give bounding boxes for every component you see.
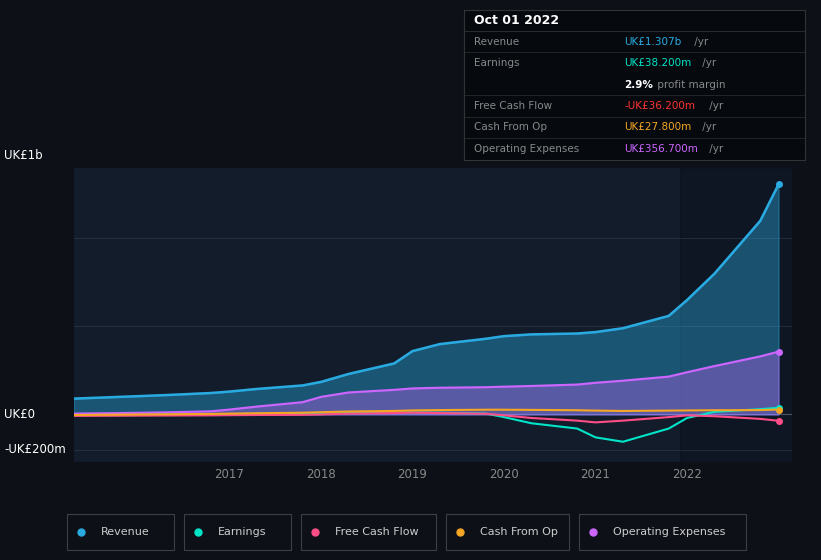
Text: /yr: /yr	[691, 36, 709, 46]
Text: UK£0: UK£0	[4, 408, 35, 421]
Text: Free Cash Flow: Free Cash Flow	[335, 527, 419, 537]
Text: Revenue: Revenue	[101, 527, 149, 537]
Text: Cash From Op: Cash From Op	[474, 123, 547, 133]
Text: UK£27.800m: UK£27.800m	[624, 123, 691, 133]
Text: Oct 01 2022: Oct 01 2022	[474, 14, 559, 27]
Text: Revenue: Revenue	[474, 36, 519, 46]
Text: Earnings: Earnings	[474, 58, 520, 68]
Text: /yr: /yr	[699, 58, 716, 68]
Text: UK£38.200m: UK£38.200m	[624, 58, 691, 68]
Text: Earnings: Earnings	[218, 527, 267, 537]
Text: -UK£200m: -UK£200m	[4, 443, 66, 456]
Bar	[680, 168, 792, 462]
Text: UK£1b: UK£1b	[4, 150, 43, 162]
Text: Operating Expenses: Operating Expenses	[474, 144, 580, 154]
Text: /yr: /yr	[699, 123, 716, 133]
Text: /yr: /yr	[706, 101, 723, 111]
Text: -UK£36.200m: -UK£36.200m	[624, 101, 695, 111]
Text: profit margin: profit margin	[654, 80, 726, 90]
Text: 2.9%: 2.9%	[624, 80, 653, 90]
Text: /yr: /yr	[706, 144, 723, 154]
Text: UK£1.307b: UK£1.307b	[624, 36, 681, 46]
Text: Cash From Op: Cash From Op	[480, 527, 558, 537]
Text: Operating Expenses: Operating Expenses	[613, 527, 726, 537]
Text: Free Cash Flow: Free Cash Flow	[474, 101, 553, 111]
Text: UK£356.700m: UK£356.700m	[624, 144, 698, 154]
